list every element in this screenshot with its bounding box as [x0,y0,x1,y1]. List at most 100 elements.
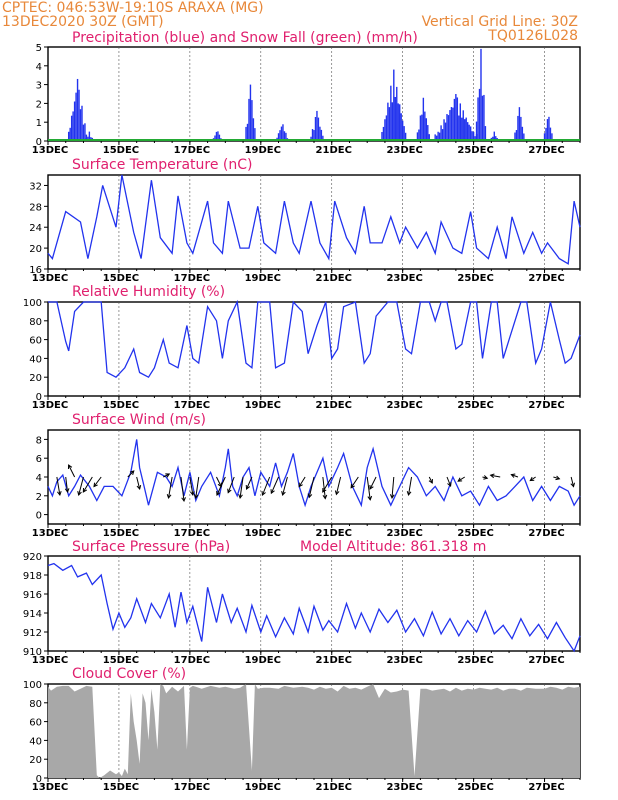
wind-arrow [322,476,326,499]
wind-arrow-head [369,484,374,490]
precip-bar [453,98,456,141]
x-tick-label: 23DEC [386,782,422,793]
y-tick-label: 80 [29,317,42,328]
precip-bar [477,97,479,141]
precip-bar [314,116,317,141]
precip-bar [450,107,453,141]
wind-arrow-head [570,482,576,488]
x-tick-label: 13DEC [32,145,68,156]
precip-bar [70,115,73,141]
y-tick-label: 920 [23,552,42,563]
y-tick-label: 100 [23,680,42,691]
precip-bar [246,123,249,141]
x-tick-label: 17DEC [174,273,210,284]
x-tick-label: 27DEC [528,273,564,284]
wind-arrow [391,476,395,499]
wind-arrow-head [193,494,199,500]
x-tick-label: 19DEC [245,400,281,411]
x-tick-label: 21DEC [316,782,352,793]
wind-arrow-head [190,491,195,497]
precip-bar [478,88,481,141]
precip-bar [400,113,402,141]
x-tick-label: 17DEC [174,145,210,156]
precip-bar [520,116,522,141]
y-tick-label: 4 [36,62,42,73]
precip-bar [78,89,80,141]
y-tick-label: 910 [23,647,42,658]
y-tick-label: 40 [29,736,42,747]
wind-arrow [82,476,93,493]
x-tick-label: 23DEC [386,145,422,156]
wind-arrow-head [389,494,395,500]
precip-bar [437,131,439,141]
wind-arrow [511,474,519,478]
precip-bar [252,118,255,141]
wind-arrow-head [136,485,142,491]
precip-bar [543,133,546,141]
header-run-date: 13DEC2020 30Z (GMT) [2,14,164,30]
y-tick-label: 80 [29,699,42,710]
x-tick-label: 25DEC [457,400,493,411]
x-tick-label: 15DEC [103,528,139,539]
x-tick-label: 15DEC [103,400,139,411]
precip-bar [217,131,219,141]
surface-wind-panel: Surface Wind (m/s) 0 2 4 6 8 13DEC 15DEC 17DEC 19… [32,412,581,539]
precip-bar [310,136,312,141]
y-tick-label: 0 [36,511,42,522]
wind-arrow [553,476,560,480]
series-line [47,439,581,508]
y-tick-label: 8 [36,435,42,446]
precip-bar [459,103,461,141]
wind-arrow [322,476,333,493]
wind-arrow [78,476,84,496]
y-tick-label: 60 [29,336,42,347]
precip-bar [419,115,422,141]
precip-bar [316,110,318,141]
wind-arrow-head [322,494,328,500]
precip-bar [215,131,218,141]
x-tick-label: 23DEC [386,528,422,539]
wind-arrow-head [298,482,303,488]
precip-bar [322,135,324,141]
header-grid-line: Vertical Grid Line: 30Z [422,14,578,30]
precip-bar [523,133,525,141]
precip-bar [548,116,550,141]
precip-bar [549,127,552,141]
precip-bar [449,110,451,141]
y-tick-label: 32 [29,181,42,192]
wind-arrow-head [307,493,313,499]
wind-arrow-head [64,488,70,494]
series-line [47,174,581,265]
precip-bar [317,117,320,141]
y-tick-label: 0 [36,137,42,148]
x-tick-label: 25DEC [457,655,493,666]
panel-frame [47,46,581,142]
precip-bar [458,115,460,141]
wind-arrow-head [457,477,463,482]
relative-humidity-panel: Relative Humidity (%) 0 20 40 60 80 100 13DEC 15… [23,284,581,411]
precip-bar [79,109,82,141]
wind-arrow-head [165,473,171,478]
precip-bar [424,111,426,141]
x-tick-label: 25DEC [457,273,493,284]
precip-bar [546,119,549,141]
precip-bar [495,136,497,141]
wind-arrow [446,476,452,487]
precip-bar [254,128,256,141]
wind-arrow [127,470,135,478]
precip-bar [441,129,444,141]
wind-arrow [65,476,69,493]
y-tick-label: 916 [23,590,42,601]
x-tick-label: 15DEC [103,655,139,666]
precip-bar [484,126,487,141]
precip-bar [422,97,425,141]
wind-arrow-head [166,494,172,500]
precip-bar [474,136,476,141]
wind-arrow [163,473,170,478]
wind-arrow-head [181,497,186,503]
header-location: CPTEC: 046:53W-19:10S ARAXA (MG) [2,0,264,16]
wind-arrow-head [334,490,340,496]
x-tick-label: 21DEC [316,528,352,539]
precip-bar [469,126,472,141]
x-tick-label: 23DEC [386,400,422,411]
